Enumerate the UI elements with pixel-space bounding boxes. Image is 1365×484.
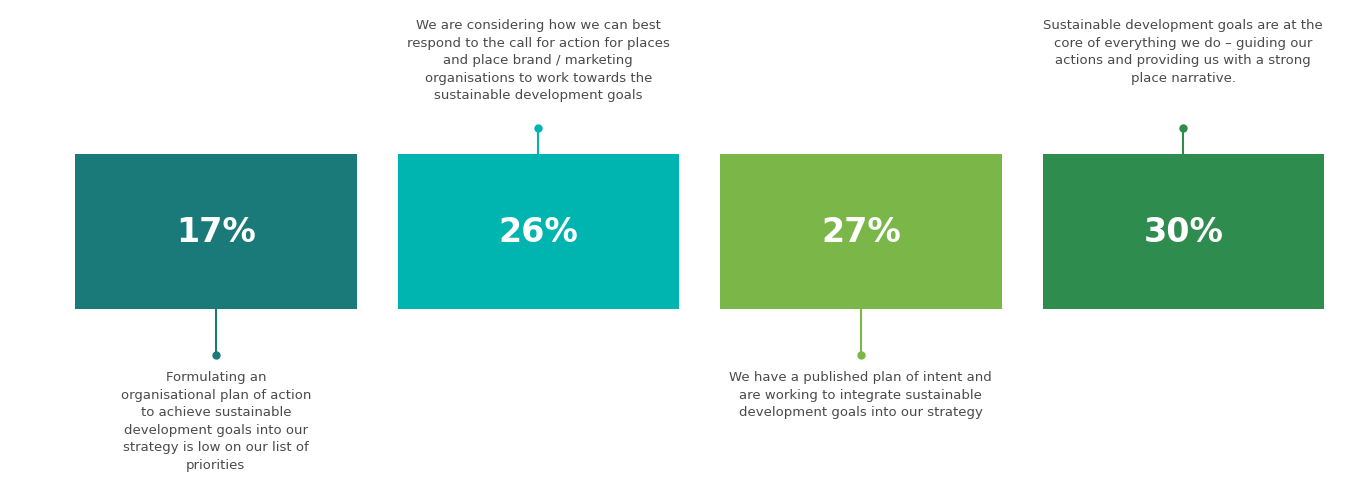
Text: 27%: 27% (820, 216, 901, 249)
Text: 26%: 26% (498, 216, 579, 249)
Bar (1043, 155, 1324, 310)
Text: 30%: 30% (1144, 216, 1223, 249)
Bar (397, 155, 680, 310)
Text: Formulating an
organisational plan of action
to achieve sustainable
development : Formulating an organisational plan of ac… (120, 370, 311, 470)
Text: We have a published plan of intent and
are working to integrate sustainable
deve: We have a published plan of intent and a… (729, 370, 992, 418)
Text: We are considering how we can best
respond to the call for action for places
and: We are considering how we can best respo… (407, 19, 670, 102)
Text: 17%: 17% (176, 216, 255, 249)
Bar (721, 155, 1002, 310)
Bar (75, 155, 356, 310)
Text: Sustainable development goals are at the
core of everything we do – guiding our
: Sustainable development goals are at the… (1043, 19, 1323, 85)
